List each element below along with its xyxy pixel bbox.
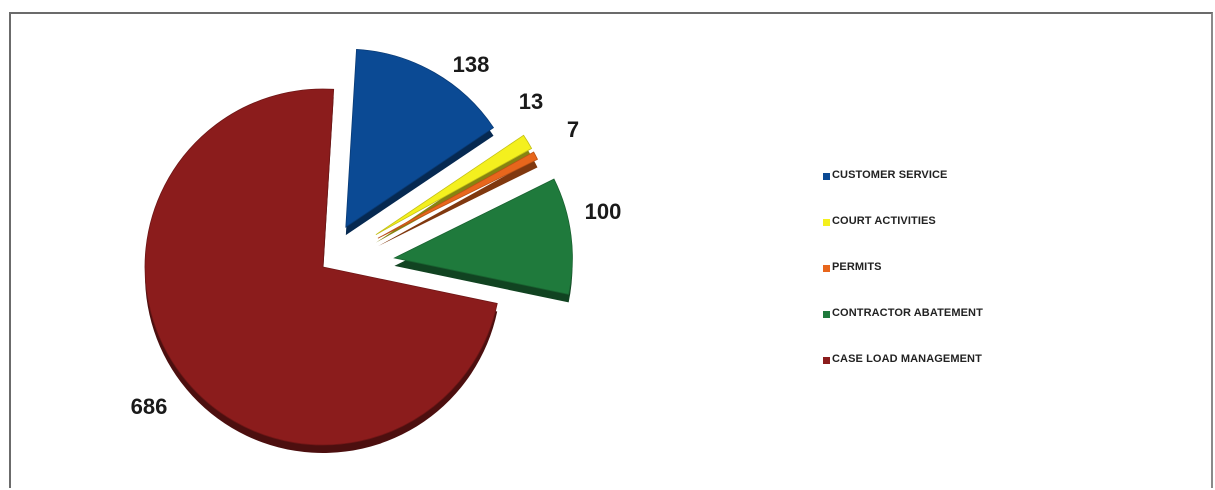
legend-label: CONTRACTOR ABATEMENT [832,307,983,319]
legend-swatch [823,311,830,318]
data-label-court-activities: 13 [519,89,543,114]
legend-swatch [823,219,830,226]
data-label-case-load-management: 686 [131,394,168,419]
data-label-contractor-abatement: 100 [585,199,622,224]
pie-slice-permits [377,151,539,239]
legend-swatch [823,173,830,180]
legend: CUSTOMER SERVICE COURT ACTIVITIES PERMIT… [823,169,1123,399]
legend-label: PERMITS [832,261,882,273]
legend-swatch [823,265,830,272]
data-label-permits: 7 [567,117,579,142]
legend-label: CASE LOAD MANAGEMENT [832,353,982,365]
legend-item-case-load-management: CASE LOAD MANAGEMENT [823,353,1123,399]
pie-chart: 138 13 7 100 686 [131,48,622,454]
pie-slice-depth-permits [377,159,538,247]
chart-frame: 138 13 7 100 686 CUSTOMER SERVICE COURT ACTI… [9,12,1213,488]
data-label-layer: 138 13 7 100 686 [131,52,622,419]
legend-swatch [823,357,830,364]
pie-slice-court-activities [375,134,533,235]
legend-item-permits: PERMITS [823,261,1123,307]
legend-label: COURT ACTIVITIES [832,215,936,227]
slice-layer [144,48,573,446]
data-label-customer-service: 138 [453,52,490,77]
legend-item-contractor-abatement: CONTRACTOR ABATEMENT [823,307,1123,353]
legend-item-court-activities: COURT ACTIVITIES [823,215,1123,261]
pie-slice-customer-service [345,48,495,228]
legend-item-customer-service: CUSTOMER SERVICE [823,169,1123,215]
pie-slice-contractor-abatement [393,178,573,295]
pie-slice-case-load-management [144,88,498,446]
legend-label: CUSTOMER SERVICE [832,169,948,181]
